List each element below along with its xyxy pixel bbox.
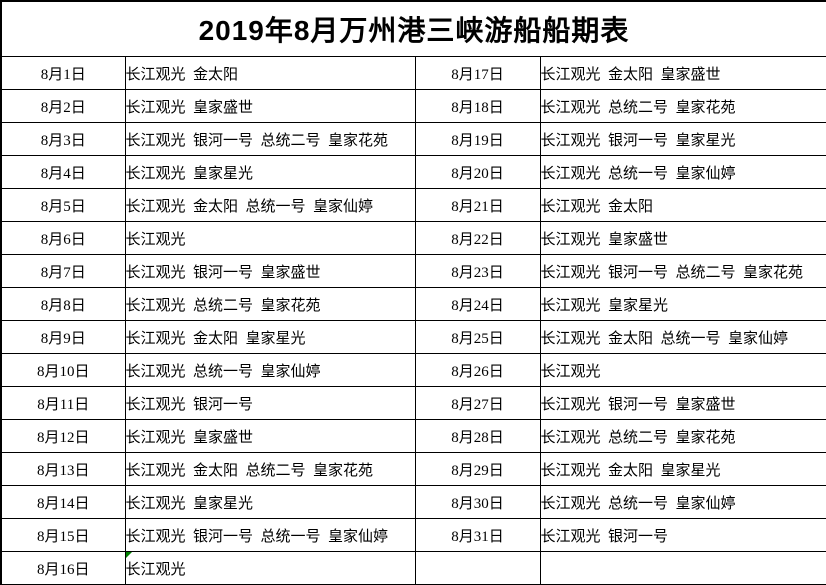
date-cell: 8月24日 (414, 287, 541, 321)
date-cell: 8月3日 (0, 122, 126, 156)
date-cell: 8月7日 (0, 254, 126, 288)
table-row: 8月16日 长江观光 (0, 551, 826, 585)
ships-cell: 长江观光 总统一号 皇家仙婷 (539, 485, 826, 519)
date-cell: 8月11日 (0, 386, 126, 420)
ships-cell: 长江观光 金太阳 (124, 56, 416, 90)
ships-cell-text: 长江观光 (125, 561, 186, 578)
date-cell: 8月26日 (414, 353, 541, 387)
date-cell: 8月6日 (0, 221, 126, 255)
date-cell: 8月20日 (414, 155, 541, 189)
table-row: 8月8日 长江观光 总统二号 皇家花苑 8月24日 长江观光 皇家星光 (0, 287, 826, 321)
ships-cell: 长江观光 总统二号 皇家花苑 (539, 89, 826, 123)
date-cell: 8月16日 (0, 551, 126, 585)
date-cell: 8月12日 (0, 419, 126, 453)
date-cell: 8月2日 (0, 89, 126, 123)
ships-cell: 长江观光 银河一号 总统二号 皇家花苑 (124, 122, 416, 156)
table-row: 8月2日 长江观光 皇家盛世 8月18日 长江观光 总统二号 皇家花苑 (0, 89, 826, 123)
table-row: 8月3日 长江观光 银河一号 总统二号 皇家花苑 8月19日 长江观光 银河一号… (0, 122, 826, 156)
ships-cell: 长江观光 总统二号 皇家花苑 (539, 419, 826, 453)
ships-cell: 长江观光 总统二号 皇家花苑 (124, 287, 416, 321)
ships-cell: 长江观光 皇家星光 (124, 155, 416, 189)
date-cell: 8月14日 (0, 485, 126, 519)
date-cell: 8月29日 (414, 452, 541, 486)
table-row: 8月4日 长江观光 皇家星光 8月20日 长江观光 总统一号 皇家仙婷 (0, 155, 826, 189)
table-row: 8月14日 长江观光 皇家星光 8月30日 长江观光 总统一号 皇家仙婷 (0, 485, 826, 519)
ships-cell: 长江观光 金太阳 皇家星光 (539, 452, 826, 486)
ships-cell: 长江观光 总统一号 皇家仙婷 (124, 353, 416, 387)
ships-cell: 长江观光 金太阳 总统一号 皇家仙婷 (124, 188, 416, 222)
table-row: 8月9日 长江观光 金太阳 皇家星光 8月25日 长江观光 金太阳 总统一号 皇… (0, 320, 826, 354)
table-row: 8月7日 长江观光 银河一号 皇家盛世 8月23日 长江观光 银河一号 总统二号… (0, 254, 826, 288)
ships-cell: 长江观光 银河一号 皇家盛世 (539, 386, 826, 420)
date-cell: 8月28日 (414, 419, 541, 453)
ships-cell: 长江观光 皇家星光 (124, 485, 416, 519)
date-cell: 8月15日 (0, 518, 126, 552)
date-cell: 8月23日 (414, 254, 541, 288)
ships-cell: 长江观光 金太阳 总统一号 皇家仙婷 (539, 320, 826, 354)
table-row: 8月6日 长江观光 8月22日 长江观光 皇家盛世 (0, 221, 826, 255)
date-cell (414, 551, 541, 585)
ships-cell: 长江观光 银河一号 皇家盛世 (124, 254, 416, 288)
date-cell: 8月4日 (0, 155, 126, 189)
date-cell: 8月25日 (414, 320, 541, 354)
ships-cell: 长江观光 皇家盛世 (539, 221, 826, 255)
table-row: 8月13日 长江观光 金太阳 总统二号 皇家花苑 8月29日 长江观光 金太阳 … (0, 452, 826, 486)
page-title: 2019年8月万州港三峡游船船期表 (0, 0, 826, 57)
ships-cell: 长江观光 银河一号 (124, 386, 416, 420)
date-cell: 8月17日 (414, 56, 541, 90)
ships-cell: 长江观光 金太阳 皇家盛世 (539, 56, 826, 90)
date-cell: 8月8日 (0, 287, 126, 321)
ships-cell: 长江观光 (539, 353, 826, 387)
table-row: 8月11日 长江观光 银河一号 8月27日 长江观光 银河一号 皇家盛世 (0, 386, 826, 420)
ships-cell: 长江观光 金太阳 总统二号 皇家花苑 (124, 452, 416, 486)
ships-cell: 长江观光 银河一号 总统一号 皇家仙婷 (124, 518, 416, 552)
date-cell: 8月9日 (0, 320, 126, 354)
ships-cell: 长江观光 银河一号 (539, 518, 826, 552)
date-cell: 8月13日 (0, 452, 126, 486)
ships-cell: 长江观光 (124, 551, 416, 585)
date-cell: 8月30日 (414, 485, 541, 519)
cell-comment-marker (126, 552, 132, 558)
ships-cell: 长江观光 金太阳 皇家星光 (124, 320, 416, 354)
date-cell: 8月1日 (0, 56, 126, 90)
table-row: 8月12日 长江观光 皇家盛世 8月28日 长江观光 总统二号 皇家花苑 (0, 419, 826, 453)
ships-cell: 长江观光 金太阳 (539, 188, 826, 222)
date-cell: 8月5日 (0, 188, 126, 222)
date-cell: 8月31日 (414, 518, 541, 552)
date-cell: 8月10日 (0, 353, 126, 387)
ships-cell: 长江观光 (124, 221, 416, 255)
ships-cell: 长江观光 皇家盛世 (124, 89, 416, 123)
ships-cell (539, 551, 826, 585)
date-cell: 8月18日 (414, 89, 541, 123)
date-cell: 8月27日 (414, 386, 541, 420)
table-row: 8月10日 长江观光 总统一号 皇家仙婷 8月26日 长江观光 (0, 353, 826, 387)
table-row: 8月15日 长江观光 银河一号 总统一号 皇家仙婷 8月31日 长江观光 银河一… (0, 518, 826, 552)
ships-cell: 长江观光 银河一号 总统二号 皇家花苑 (539, 254, 826, 288)
ships-cell: 长江观光 皇家盛世 (124, 419, 416, 453)
date-cell: 8月22日 (414, 221, 541, 255)
ships-cell: 长江观光 皇家星光 (539, 287, 826, 321)
ships-cell: 长江观光 总统一号 皇家仙婷 (539, 155, 826, 189)
date-cell: 8月19日 (414, 122, 541, 156)
table-row: 8月1日 长江观光 金太阳 8月17日 长江观光 金太阳 皇家盛世 (0, 56, 826, 90)
table-row: 8月5日 长江观光 金太阳 总统一号 皇家仙婷 8月21日 长江观光 金太阳 (0, 188, 826, 222)
title-row: 2019年8月万州港三峡游船船期表 (0, 0, 826, 57)
date-cell: 8月21日 (414, 188, 541, 222)
ships-cell: 长江观光 银河一号 皇家星光 (539, 122, 826, 156)
